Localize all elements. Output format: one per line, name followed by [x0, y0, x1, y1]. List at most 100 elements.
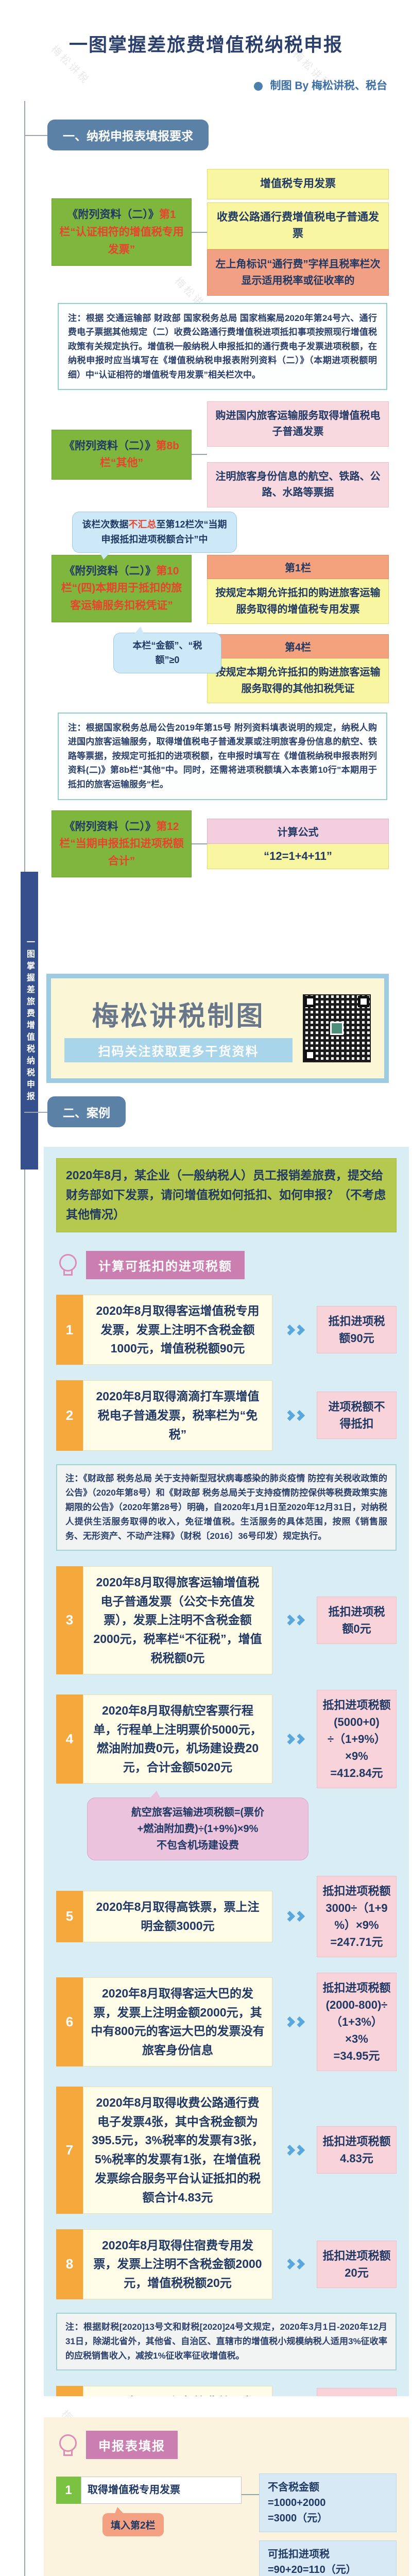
banner-title: 梅松讲税制图 — [92, 1002, 265, 1031]
qr-marker — [358, 996, 369, 1007]
double-chevron-icon — [272, 1911, 317, 1922]
byline-dot-icon — [254, 81, 263, 91]
case-item-number: 6 — [56, 1977, 83, 2066]
case-item-left: 8 2020年8月取得住宿费专用发票，发票上注明不含税金额2000元，增值税税额… — [56, 2229, 272, 2299]
green-box-col8b: 《附列资料（二）》第8b栏“其他” — [52, 429, 192, 480]
case-item-result: 抵扣进项税额 (5000+0) ÷（1+9%） ×9% =412.84元 — [317, 1689, 397, 1788]
calc-label-row: 计算可抵扣的进项税额 — [59, 1250, 397, 1279]
qr-marker — [304, 996, 316, 1007]
byline: 制图 By 梅松讲税、税台 — [0, 77, 412, 93]
bubble-text-em: 不汇总 — [128, 519, 157, 530]
green-box-col10: 《附列资料（二）》第10栏“(四)本期用于抵扣的旅客运输服务扣税凭证” — [52, 554, 192, 622]
case-item: 6 2020年8月取得客运大巴的发票，发票上注明金额2000元，其中有800元的… — [56, 1972, 397, 2071]
connector-spine — [24, 101, 25, 2576]
right-stack: 第1栏 按规定本期允许抵扣的购进旅客运输服务取得的增值税专用发票 第4栏 按规定… — [207, 554, 389, 703]
case-item-result: 进项税额不 得抵扣 — [317, 1392, 397, 1439]
section-1-header: 一、纳税申报表填报要求 — [24, 120, 209, 150]
right-stack: 计算公式 “12=1+4+11” — [207, 818, 389, 869]
case-item-left: 9 2020年8月取得餐饮费普通发票，发票上注明金额1000元 — [56, 2386, 272, 2396]
case-item: 9 2020年8月取得餐饮费普通发票，发票上注明金额1000元 抵扣进项税额 0… — [56, 2386, 397, 2396]
qr-center-logo — [330, 1022, 344, 1035]
flow-row-specialinvoice: 《附列资料（二）》第1栏“认证相符的增值税专用发票” 增值税专用发票 收费公路通… — [52, 169, 389, 296]
calc-tax-box: 可抵扣进项税 =90+20=110（元） — [259, 2540, 397, 2576]
double-chevron-icon — [272, 2259, 317, 2270]
case-item-left: 6 2020年8月取得客运大巴的发票，发票上注明金额2000元，其中有800元的… — [56, 1977, 272, 2066]
case-item-number: 2 — [56, 1380, 83, 1451]
case-item: 8 2020年8月取得住宿费专用发票，发票上注明不含税金额2000元，增值税税额… — [56, 2229, 397, 2299]
case-item-number: 3 — [56, 1566, 83, 1674]
case-item-text: 2020年8月取得住宿费专用发票，发票上注明不含税金额2000元，增值税税额20… — [83, 2229, 272, 2299]
declaration-filling-label: 申报表填报 — [86, 2431, 178, 2459]
page-title: 一图掌握差旅费增值税纳税申报 — [68, 34, 343, 55]
right-stack: 购进国内旅客运输服务取得增值税电子普通发票 注明旅客身份信息的航空、铁路、公路、… — [207, 401, 389, 508]
left-column: 《附列资料（二）》第10栏“(四)本期用于抵扣的旅客运输服务扣税凭证” 本栏“金… — [52, 554, 221, 674]
qr-marker — [304, 1049, 316, 1061]
case-item-left: 1 2020年8月取得客运增值税专用发票，发票上注明不含税金额1000元，增值税… — [56, 1294, 272, 1365]
yellow-box-special-invoice: 增值税专用发票 — [207, 169, 389, 199]
double-chevron-icon — [272, 2016, 317, 2027]
case-item-result: 抵扣进项税额 4.83元 — [317, 2126, 397, 2174]
case-item-result: 抵扣进项税额 (2000-800)÷ （1+3%） ×3% =34.95元 — [317, 1972, 397, 2071]
case-item-text: 2020年8月取得餐饮费普通发票，发票上注明金额1000元 — [83, 2386, 272, 2396]
case-item: 3 2020年8月取得旅客运输增值税电子普通发票（公交卡充值发票），发票上注明不… — [56, 1566, 397, 1674]
pink-box-passenger-einvoice: 购进国内旅客运输服务取得增值税电子普通发票 — [207, 401, 389, 447]
double-chevron-icon — [272, 1615, 317, 1626]
filling-label-box: 1 取得增值税专用发票 — [56, 2477, 242, 2504]
filling-label-row: 申报表填报 — [59, 2431, 397, 2459]
spacer — [207, 447, 389, 462]
pink-box-identity-tickets: 注明旅客身份信息的航空、铁路、公路、水路等票据 — [207, 462, 389, 508]
right-stack: 增值税专用发票 收费公路通行费增值税电子普通发票 左上角标识“通行费”字样且税率… — [207, 169, 389, 296]
column-1-body: 按规定本期允许抵扣的购进旅客运输服务取得的增值税专用发票 — [207, 579, 389, 624]
formula-body: “12=1+4+11” — [207, 843, 389, 869]
filling-row-number: 1 — [56, 2477, 81, 2504]
column-4-header: 第4栏 — [207, 634, 389, 658]
bubble-text-post: 至第12栏次“当期申报抵扣进项税额合计”中 — [101, 519, 227, 545]
case-item-text: 2020年8月取得客运大巴的发票，发票上注明金额2000元，其中有800元的客运… — [83, 1977, 272, 2066]
filling-row-label: 取得增值税专用发票 — [81, 2477, 242, 2504]
green-box-prefix: 《附列资料（二）》 — [67, 209, 159, 221]
green-box-prefix: 《附列资料（二）》 — [64, 820, 157, 833]
column-1-block: 第1栏 按规定本期允许抵扣的购进旅客运输服务取得的增值税专用发票 — [207, 554, 389, 624]
case-item: 1 2020年8月取得客运增值税专用发票，发票上注明不含税金额1000元，增值税… — [56, 1294, 397, 1365]
filling-row-left: 1 取得增值税专用发票 填入第2栏 — [56, 2473, 242, 2576]
flow-row-8b: 《附列资料（二）》第8b栏“其他” 购进国内旅客运输服务取得增值税电子普通发票 … — [52, 401, 389, 508]
case-question-box: 2020年8月，某企业（一般纳税人）员工报销差旅费，提交给财务部如下发票，请问增… — [56, 1158, 397, 1232]
case-item-left: 3 2020年8月取得旅客运输增值税电子普通发票（公交卡充值发票），发票上注明不… — [56, 1566, 272, 1674]
case-item-number: 9 — [56, 2386, 83, 2396]
case-item: 5 2020年8月取得高铁票，票上注明金额3000元 抵扣进项税额 3000÷（… — [56, 1875, 397, 1957]
column-4-block: 第4栏 按规定本期允许抵扣的购进旅客运输服务取得的其他扣税凭证 — [207, 634, 389, 703]
case-item-number: 4 — [56, 1694, 83, 1784]
green-box-highlight: 第1栏“认证相符的增值税专用发票” — [59, 209, 184, 256]
note-passenger-transport: 注：根据国家税务总局公告2019年第15号 附列资料填表说明的规定，纳税人购进国… — [58, 712, 387, 800]
green-box-col1: 《附列资料（二）》第1栏“认证相符的增值税专用发票” — [52, 198, 192, 266]
case-section: 2020年8月，某企业（一般纳税人）员工报销差旅费，提交给财务部如下发票，请问增… — [44, 1147, 409, 2396]
section-2-header: 二、案例 — [24, 1096, 126, 1127]
case-item-number: 5 — [56, 1891, 83, 1942]
fill-column-bubble: 填入第2栏 — [102, 2507, 164, 2536]
flow-row-col10: 《附列资料（二）》第10栏“(四)本期用于抵扣的旅客运输服务扣税凭证” 本栏“金… — [52, 554, 389, 703]
case-item-number: 8 — [56, 2229, 83, 2299]
bubble-text-pre: 该栏次数据 — [82, 519, 129, 530]
column-1-header: 第1栏 — [207, 554, 389, 579]
green-box-prefix: 《附列资料（二）》 — [63, 439, 156, 452]
calc-amount-box: 不含税金额 =1000+2000 =3000（元） — [259, 2473, 397, 2532]
note-covid-exemption: 注：《财政部 税务总局 关于支持新型冠状病毒感染的肺炎疫情 防控有关税收政策的公… — [56, 1464, 397, 1551]
connector-line — [242, 2494, 259, 2576]
case-item-text: 2020年8月取得航空客票行程单，行程单上注明票价5000元，燃油附加费0元，机… — [83, 1694, 272, 1784]
connector-line — [192, 454, 207, 455]
case-item: 4 2020年8月取得航空客票行程单，行程单上注明票价5000元，燃油附加费0元… — [56, 1689, 397, 1788]
double-chevron-icon — [272, 1410, 317, 1421]
case-item-text: 2020年8月取得客运增值税专用发票，发票上注明不含税金额1000元，增值税税额… — [83, 1294, 272, 1365]
case-item-left: 2 2020年8月取得滴滴打车票增值税电子普通发票，税率栏为“免税” — [56, 1380, 272, 1451]
lightbulb-icon — [59, 2434, 77, 2456]
case-item-left: 4 2020年8月取得航空客票行程单，行程单上注明票价5000元，燃油附加费0元… — [56, 1694, 272, 1784]
connector-line — [192, 231, 207, 233]
yellow-box-toll-einvoice: 收费公路通行费增值税电子普通发票 — [207, 202, 389, 249]
formula-header: 计算公式 — [207, 818, 389, 844]
case-item: 7 2020年8月取得收费公路通行费电子发票4张，其中含税金额为395.5元，3… — [56, 2086, 397, 2214]
speech-bubble-no-sum: 该栏次数据不汇总至第12栏次“当期申报抵扣进项税额合计”中 — [72, 512, 237, 560]
case-item-result: 抵扣进项税 额0元 — [317, 1596, 397, 1644]
case-item: 2 2020年8月取得滴滴打车票增值税电子普通发票，税率栏为“免税” 进项税额不… — [56, 1380, 397, 1451]
case-item-number: 7 — [56, 2086, 83, 2214]
green-box-prefix: 《附列资料（二）》 — [64, 565, 157, 577]
